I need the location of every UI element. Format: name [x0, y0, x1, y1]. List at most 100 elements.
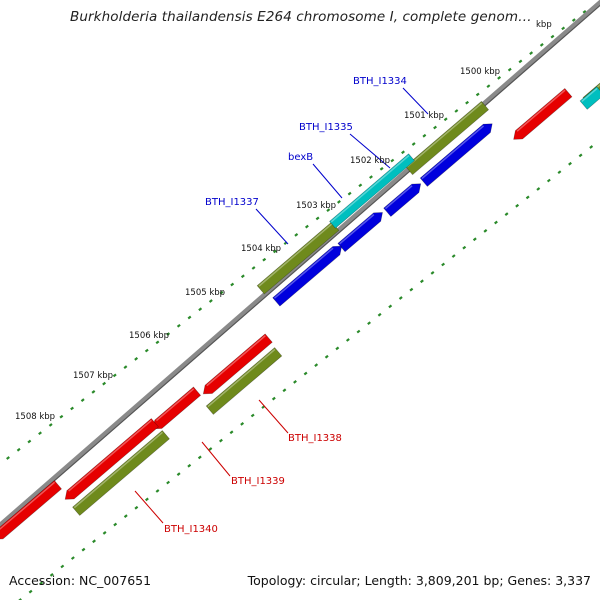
- leader-line: [134, 490, 164, 524]
- tick-dot: [155, 489, 160, 493]
- tick-dot: [293, 380, 297, 384]
- tick-dot: [486, 84, 491, 89]
- gene-reverse-end[interactable]: [0, 480, 62, 544]
- tick-dot: [144, 348, 149, 353]
- tick-dot: [81, 547, 86, 552]
- tick-dot: [38, 431, 42, 436]
- tick-dot: [187, 463, 192, 468]
- gene-label-bth-i1337[interactable]: BTH_I1337: [205, 197, 259, 208]
- gene-label-bth-i1340[interactable]: BTH_I1340: [164, 524, 218, 535]
- tick-dot: [6, 456, 10, 460]
- gene-bth-i1338-orf[interactable]: [205, 347, 283, 415]
- gene-bexb-cds[interactable]: [337, 208, 386, 253]
- tick-dot: [134, 505, 139, 510]
- gene-bth-i1334-orf[interactable]: [404, 100, 490, 176]
- tick-dot: [589, 145, 594, 149]
- tick-dot: [166, 332, 171, 336]
- tick-dot: [198, 307, 203, 312]
- tick-dot: [113, 522, 118, 527]
- tick-label: 1507 kbp: [73, 371, 113, 381]
- tick-label: 1500 kbp: [460, 67, 500, 77]
- tick-dot: [314, 363, 319, 367]
- tick-dot: [465, 100, 470, 105]
- backbone-shadow: [0, 4, 600, 529]
- leader-line: [258, 399, 289, 434]
- tick-dot: [515, 203, 520, 208]
- gene-bth-i1337-cds[interactable]: [272, 242, 346, 307]
- tick-dot: [219, 290, 224, 295]
- tick-dot: [369, 175, 373, 179]
- leader-line: [255, 208, 289, 245]
- gene-bth-i1335-cds[interactable]: [383, 180, 425, 217]
- tick-labels: 1500 kbp 1501 kbp 1502 kbp 1503 kbp 1504 kbp…: [15, 20, 552, 422]
- tick-dot: [176, 323, 181, 328]
- tick-dot: [335, 346, 340, 351]
- tick-dot: [92, 539, 96, 544]
- tick-dot: [472, 237, 477, 242]
- tick-dot: [112, 373, 117, 378]
- tick-dot: [48, 423, 53, 427]
- gene-label-bexb[interactable]: bexB: [288, 152, 313, 163]
- gene-bth-i1340-orf[interactable]: [72, 430, 170, 516]
- tick-dot: [240, 421, 245, 426]
- tick-label: 1505 kbp: [185, 288, 225, 298]
- tick-dot: [70, 556, 75, 560]
- tick-dot: [230, 282, 235, 287]
- tick-dot: [28, 589, 33, 594]
- tick-dot: [409, 287, 414, 292]
- tick-dot: [219, 438, 223, 443]
- tick-dot: [18, 598, 22, 600]
- gene-label-bth-i1339[interactable]: BTH_I1339: [231, 476, 285, 487]
- tick-dot: [144, 497, 149, 502]
- tick-dot: [102, 381, 107, 386]
- gene-label-bth-i1335[interactable]: BTH_I1335: [299, 122, 353, 133]
- gene-label-bth-i1334[interactable]: BTH_I1334: [353, 76, 407, 87]
- tick-dot: [518, 59, 523, 64]
- gene-edge-highlight[interactable]: [579, 86, 600, 110]
- leader-line: [201, 441, 231, 477]
- gene-bth-i1338-cds[interactable]: [200, 333, 273, 398]
- gene-features[interactable]: [0, 77, 600, 544]
- tick-dot: [16, 447, 21, 452]
- tick-label: 1502 kbp: [350, 156, 390, 166]
- gene-label-bth-i1338[interactable]: BTH_I1338: [288, 433, 342, 444]
- tick-dot: [379, 166, 384, 171]
- tick-dot: [494, 220, 498, 225]
- backbone: [0, 0, 600, 529]
- tick-dot: [134, 356, 139, 361]
- leader-line: [349, 133, 391, 169]
- tick-dot: [347, 191, 352, 196]
- tick-dot: [80, 398, 85, 403]
- tick-dot: [401, 150, 405, 155]
- tick-dot: [430, 270, 435, 275]
- tick-dot: [441, 262, 446, 267]
- tick-dot: [240, 274, 245, 279]
- gene-bth-i1334-cds[interactable]: [419, 120, 496, 187]
- tick-dot: [367, 321, 371, 326]
- tick-dot: [454, 109, 459, 113]
- tick-dot: [176, 472, 181, 477]
- gene-bexb[interactable]: [329, 153, 415, 229]
- tick-dot: [271, 396, 276, 401]
- gene-reverse-edge[interactable]: [510, 88, 573, 143]
- tick-dot: [91, 390, 96, 394]
- tick-label: 1501 kbp: [404, 111, 444, 121]
- tick-dot: [326, 208, 331, 212]
- gene-labels[interactable]: BTH_I1334 BTH_I1335 bexB BTH_I1337 BTH_I1338…: [164, 76, 407, 535]
- tick-dot: [422, 133, 427, 138]
- gene-bth-i1340-cds[interactable]: [62, 418, 159, 504]
- tick-dot: [282, 388, 287, 393]
- tick-dot: [568, 161, 572, 166]
- tick-label: 1503 kbp: [296, 201, 336, 211]
- tick-label: 1506 kbp: [129, 331, 169, 341]
- tick-dot: [388, 304, 393, 309]
- tick-dot: [561, 26, 566, 31]
- tick-dot: [208, 299, 213, 303]
- leader-line: [312, 163, 343, 199]
- tick-dot: [529, 51, 534, 55]
- tick-dot: [443, 117, 448, 122]
- tick-dot: [315, 216, 320, 221]
- tick-dot: [571, 18, 576, 22]
- tick-dot: [578, 153, 583, 158]
